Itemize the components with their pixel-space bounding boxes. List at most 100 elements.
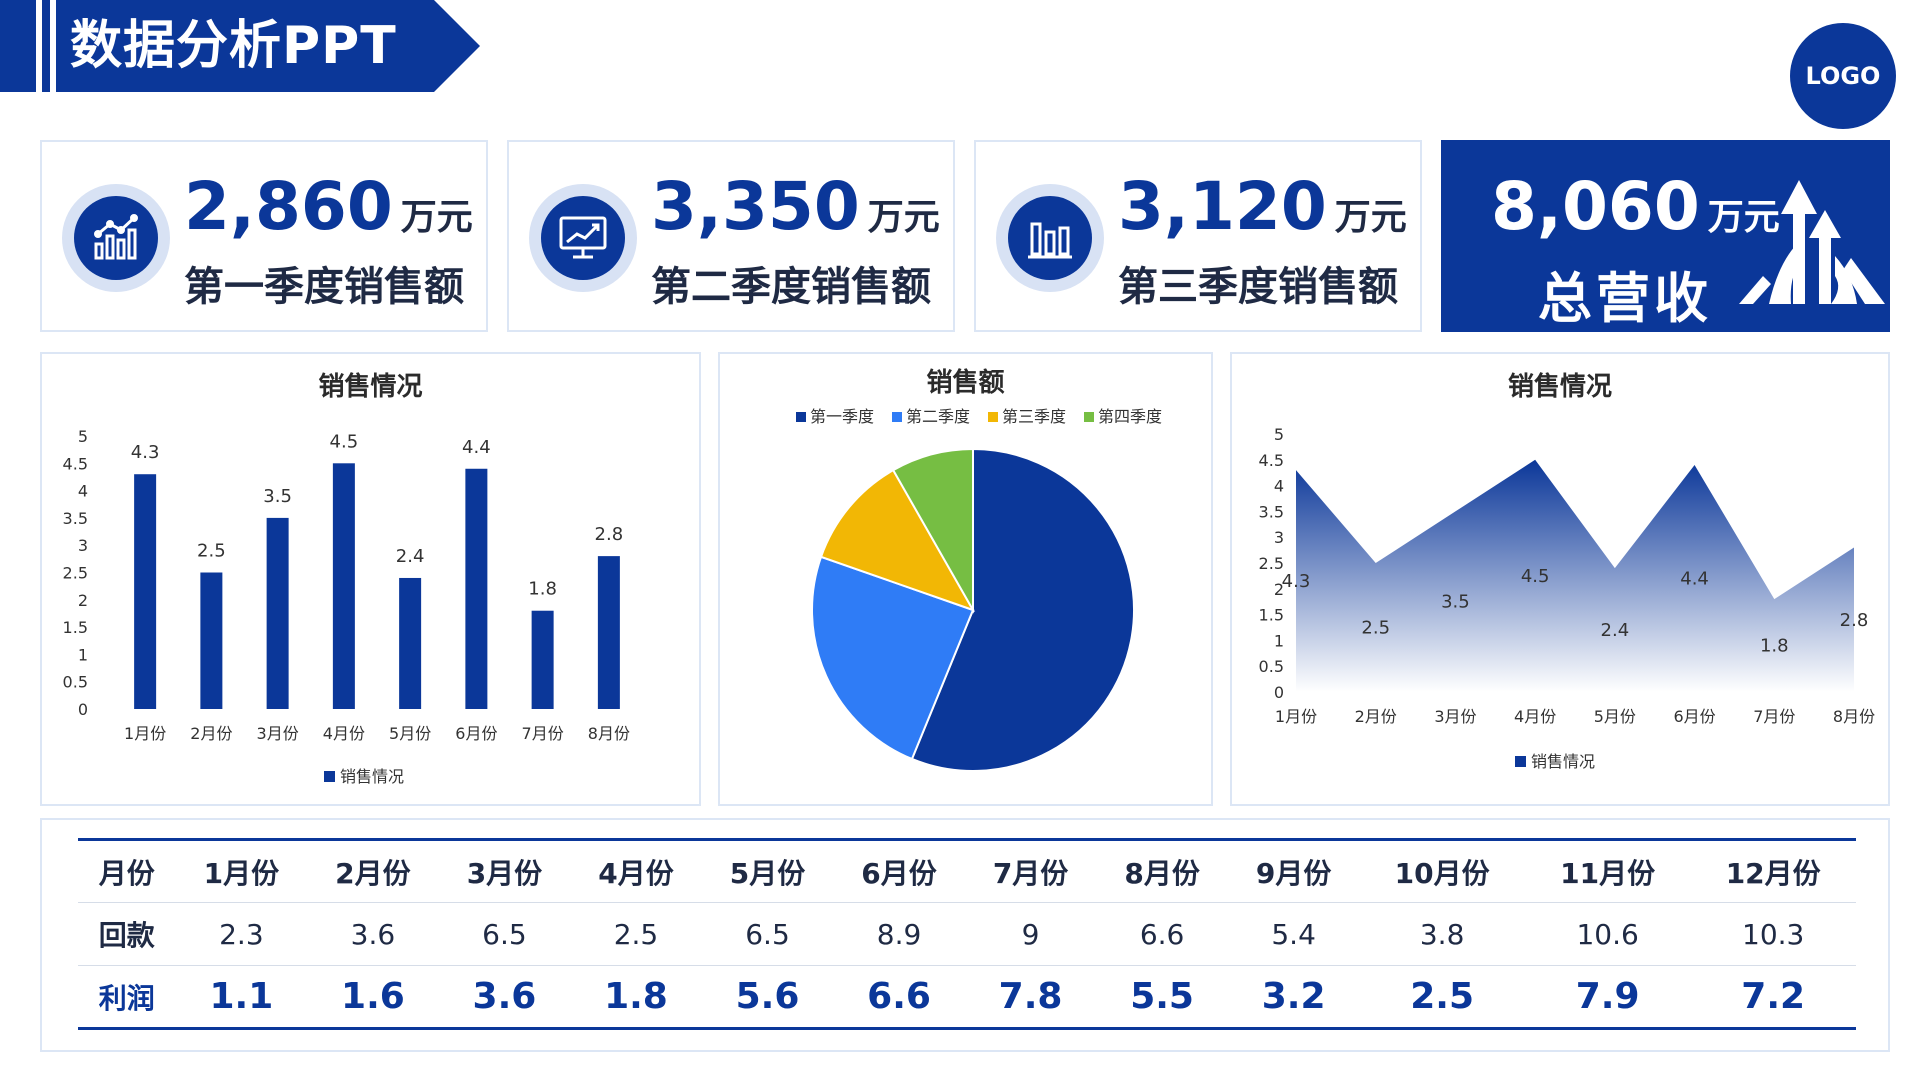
kpi-card-q3: 3,120 万元 第三季度销售额 [974, 140, 1422, 332]
data-label: 1.8 [528, 579, 557, 600]
table-cell: 3.6 [438, 965, 571, 1030]
table-cell: 3.8 [1359, 902, 1525, 966]
x-tick-label: 1月份 [124, 724, 166, 743]
chart-title: 销售额 [926, 368, 1005, 398]
y-tick-label: 2.5 [1259, 554, 1284, 573]
x-tick-label: 2月份 [1355, 707, 1397, 726]
table-row: 回款 2.3 3.6 6.5 2.5 6.5 8.9 9 6.6 5.4 3.8 10.6 10.3 [78, 902, 1856, 966]
kpi-card-q2: 3,350 万元 第二季度销售额 [507, 140, 955, 332]
table-header-cell: 3月份 [438, 838, 571, 903]
title-banner [0, 0, 480, 92]
y-tick-label: 2 [78, 591, 88, 610]
y-tick-label: 2.5 [63, 564, 88, 583]
y-tick-label: 2 [1274, 580, 1284, 599]
table-cell: 1.6 [307, 965, 439, 1030]
data-label: 2.8 [1840, 610, 1869, 631]
kpi-unit: 万元 [867, 197, 940, 238]
legend-label: 第四季度 [1098, 407, 1162, 426]
table-header-cell: 4月份 [570, 838, 702, 903]
kpi-icon-ring [529, 184, 637, 292]
data-label: 4.3 [1282, 571, 1311, 592]
pie-slice [819, 468, 976, 612]
y-tick-label: 0 [1274, 683, 1284, 702]
table-cell: 2.5 [1359, 965, 1525, 1030]
x-tick-label: 5月份 [1594, 707, 1636, 726]
kpi-icon-ring [62, 184, 170, 292]
x-tick-label: 5月份 [389, 724, 431, 743]
legend-label: 销售情况 [1531, 752, 1595, 771]
table-cell: 6.5 [438, 902, 571, 966]
x-tick-label: 4月份 [323, 724, 365, 743]
legend-swatch [1515, 756, 1526, 767]
table-header-cell: 10月份 [1359, 838, 1525, 903]
table-header-cell: 11月份 [1524, 838, 1691, 903]
y-tick-label: 0 [78, 700, 88, 719]
kpi-card-q1: 2,860 万元 第一季度销售额 [40, 140, 488, 332]
table-header-cell: 5月份 [701, 838, 834, 903]
table-cell: 10.3 [1690, 902, 1856, 966]
x-tick-label: 3月份 [257, 724, 299, 743]
data-label: 4.3 [131, 442, 160, 463]
data-label: 2.5 [1361, 618, 1390, 639]
bar [465, 468, 488, 709]
table-cell: 2.5 [570, 902, 702, 966]
kpi-value: 3,120 万元 [1118, 168, 1407, 245]
table-header-cell: 月份 [78, 838, 176, 903]
table-header-cell: 7月份 [964, 838, 1097, 903]
table-header-row: 月份 1月份 2月份 3月份 4月份 5月份 6月份 7月份 8月份 9月份 10月份 11月份 12月… [78, 838, 1856, 903]
table-cell: 10.6 [1524, 902, 1691, 966]
kpi-value: 2,860 万元 [184, 168, 473, 245]
y-tick-label: 3 [1274, 528, 1284, 547]
data-label: 2.8 [595, 524, 624, 545]
split-arrows-icon [1739, 180, 1885, 304]
table-cell: 6.5 [701, 902, 834, 966]
table-cell: 6.6 [833, 965, 965, 1030]
x-tick-label: 7月份 [1753, 707, 1795, 726]
x-tick-label: 7月份 [522, 724, 564, 743]
x-tick-label: 2月份 [190, 724, 232, 743]
table-cell: 利润 [78, 965, 176, 1030]
pie-slice [811, 555, 975, 761]
table-cell: 2.3 [175, 902, 308, 966]
x-tick-label: 6月份 [455, 724, 497, 743]
x-tick-label: 6月份 [1673, 707, 1715, 726]
y-tick-label: 0.5 [63, 673, 88, 692]
bar-chart: 0 0.5 1 1.5 2 2.5 3 3.5 4 4.5 5 4.3 1月份 2.5 2月份 3.5 3月份 4… [63, 427, 630, 786]
y-tick-label: 5 [1274, 425, 1284, 444]
data-label: 4.4 [462, 437, 491, 458]
data-label: 3.5 [263, 486, 292, 507]
logo: LOGO [1790, 23, 1896, 129]
table-cell: 3.6 [307, 902, 439, 966]
table-header-cell: 2月份 [307, 838, 439, 903]
table-cell: 7.9 [1524, 965, 1691, 1030]
x-tick-label: 4月份 [1514, 707, 1556, 726]
data-label: 4.4 [1680, 568, 1709, 589]
y-tick-label: 4 [78, 482, 88, 501]
kpi-icon-ring [996, 184, 1104, 292]
table-header-cell: 12月份 [1690, 838, 1856, 903]
table-cell: 5.4 [1227, 902, 1360, 966]
y-tick-label: 1 [1274, 631, 1284, 650]
pie-slice [910, 447, 1135, 772]
bar [266, 517, 289, 709]
area-series [1296, 459, 1854, 692]
bar [399, 577, 422, 709]
table-cell: 3.2 [1227, 965, 1360, 1030]
table-cell: 8.9 [833, 902, 965, 966]
kpi-unit: 万元 [1707, 197, 1780, 238]
bar [134, 474, 157, 709]
chart-growth-icon [94, 214, 138, 260]
y-tick-label: 5 [78, 427, 88, 446]
pie-slice [891, 447, 974, 614]
legend-label: 第二季度 [906, 407, 970, 426]
kpi-label: 总营收 [1538, 267, 1712, 330]
y-tick-label: 3 [78, 536, 88, 555]
legend-label: 第三季度 [1002, 407, 1066, 426]
table-cell: 5.6 [701, 965, 834, 1030]
table-header-cell: 8月份 [1096, 838, 1228, 903]
data-label: 2.4 [396, 546, 425, 567]
kpi-label: 第一季度销售额 [184, 264, 464, 310]
x-tick-label: 8月份 [588, 724, 630, 743]
pie-chart-panel: 销售额 第一季度 第二季度 第三季度 第四季度 [718, 352, 1213, 806]
area-chart: 0 0.5 1 1.5 2 2.5 3 3.5 4 4.5 5 4.3 1月份 2.5 2月份 3.5 3月份 4… [1259, 425, 1876, 771]
